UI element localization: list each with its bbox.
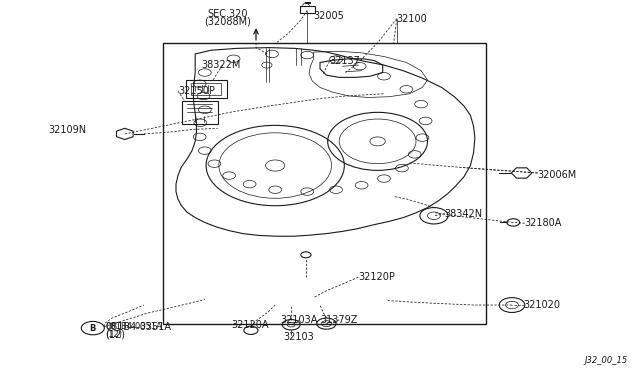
Text: 321020: 321020 bbox=[524, 300, 561, 310]
Text: (12): (12) bbox=[106, 330, 123, 339]
Text: 32120P: 32120P bbox=[358, 272, 396, 282]
Text: 081B4-0351A: 081B4-0351A bbox=[106, 322, 163, 331]
Bar bbox=[163, 43, 486, 324]
Text: (12): (12) bbox=[106, 330, 125, 340]
Text: 38322M: 38322M bbox=[202, 60, 241, 70]
Text: 32180A: 32180A bbox=[525, 218, 562, 228]
Bar bbox=[300, 6, 315, 13]
Text: 081B4-0351A: 081B4-0351A bbox=[106, 322, 172, 331]
Text: 32103A: 32103A bbox=[280, 315, 317, 325]
Text: 32137: 32137 bbox=[330, 57, 360, 66]
Text: 32109N: 32109N bbox=[48, 125, 86, 135]
Bar bbox=[191, 83, 221, 95]
Text: 32150P: 32150P bbox=[178, 86, 215, 96]
Text: 38342N: 38342N bbox=[445, 209, 483, 219]
Text: 32100: 32100 bbox=[397, 14, 428, 23]
Bar bbox=[182, 101, 218, 124]
Text: 32103: 32103 bbox=[284, 332, 314, 341]
Text: 32006M: 32006M bbox=[538, 170, 577, 180]
Text: 32005: 32005 bbox=[314, 11, 344, 20]
Text: 32120A: 32120A bbox=[231, 321, 268, 330]
Bar bbox=[186, 80, 227, 98]
Text: J32_00_15: J32_00_15 bbox=[584, 356, 627, 365]
Text: B: B bbox=[90, 324, 96, 333]
Text: 31379Z: 31379Z bbox=[321, 315, 358, 325]
Text: SEC.320: SEC.320 bbox=[207, 9, 248, 19]
Text: (32088M): (32088M) bbox=[204, 17, 251, 26]
